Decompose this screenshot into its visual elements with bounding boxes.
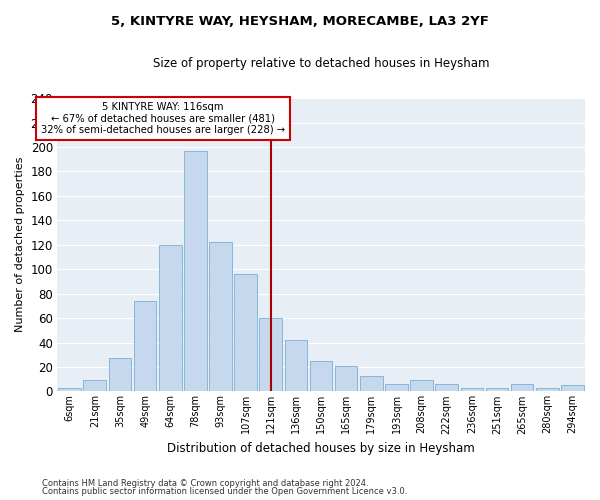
Bar [461, 388, 483, 392]
Bar [235, 274, 257, 392]
Text: 5, KINTYRE WAY, HEYSHAM, MORECAMBE, LA3 2YF: 5, KINTYRE WAY, HEYSHAM, MORECAMBE, LA3 … [111, 15, 489, 28]
Bar [536, 388, 559, 392]
Bar [410, 380, 433, 392]
Text: Contains HM Land Registry data © Crown copyright and database right 2024.: Contains HM Land Registry data © Crown c… [42, 478, 368, 488]
Bar [159, 244, 182, 392]
Bar [486, 388, 508, 392]
Bar [335, 366, 358, 392]
Bar [134, 301, 157, 392]
Bar [184, 150, 206, 392]
Text: Contains public sector information licensed under the Open Government Licence v3: Contains public sector information licen… [42, 487, 407, 496]
Bar [385, 384, 408, 392]
Title: Size of property relative to detached houses in Heysham: Size of property relative to detached ho… [153, 58, 489, 70]
Bar [209, 242, 232, 392]
X-axis label: Distribution of detached houses by size in Heysham: Distribution of detached houses by size … [167, 442, 475, 455]
Bar [436, 384, 458, 392]
Bar [511, 384, 533, 392]
Text: 5 KINTYRE WAY: 116sqm
← 67% of detached houses are smaller (481)
32% of semi-det: 5 KINTYRE WAY: 116sqm ← 67% of detached … [41, 102, 285, 135]
Bar [561, 386, 584, 392]
Bar [284, 340, 307, 392]
Y-axis label: Number of detached properties: Number of detached properties [15, 157, 25, 332]
Bar [83, 380, 106, 392]
Bar [310, 361, 332, 392]
Bar [109, 358, 131, 392]
Bar [259, 318, 282, 392]
Bar [58, 388, 81, 392]
Bar [360, 376, 383, 392]
